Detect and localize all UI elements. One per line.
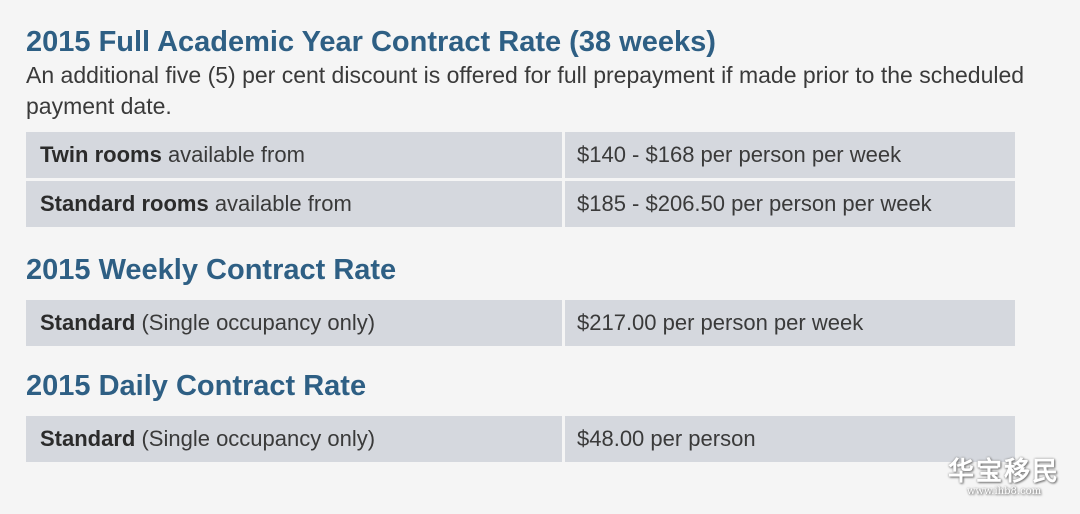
weekly-rate-table: Standard (Single occupancy only) $217.00… bbox=[26, 300, 1015, 349]
room-type-cell: Twin rooms available from bbox=[26, 132, 565, 181]
room-type-name: Standard bbox=[40, 310, 136, 335]
room-type-cell: Standard (Single occupancy only) bbox=[26, 300, 565, 349]
table-row: Standard rooms available from $185 - $20… bbox=[26, 181, 1015, 230]
watermark-logo: 华宝移民 www.ihb8.com bbox=[948, 458, 1060, 498]
watermark-text: 华宝移民 bbox=[947, 457, 1060, 487]
room-type-qualifier: available from bbox=[208, 191, 352, 216]
table-row: Standard (Single occupancy only) $217.00… bbox=[26, 300, 1015, 349]
price-cell: $140 - $168 per person per week bbox=[565, 132, 1015, 181]
room-type-name: Standard bbox=[40, 426, 136, 451]
room-type-cell: Standard rooms available from bbox=[26, 181, 565, 230]
room-type-name: Standard rooms bbox=[40, 191, 209, 216]
weekly-rate-heading: 2015 Weekly Contract Rate bbox=[26, 254, 397, 286]
full-year-rate-table: Twin rooms available from $140 - $168 pe… bbox=[26, 132, 1015, 230]
room-type-qualifier: available from bbox=[161, 142, 305, 167]
daily-rate-table: Standard (Single occupancy only) $48.00 … bbox=[26, 416, 1015, 465]
room-type-cell: Standard (Single occupancy only) bbox=[26, 416, 565, 465]
price-cell: $48.00 per person bbox=[565, 416, 1015, 465]
prepayment-discount-note: An additional five (5) per cent discount… bbox=[26, 62, 1025, 119]
watermark-url: www.ihb8.com bbox=[966, 486, 1042, 497]
room-type-qualifier: (Single occupancy only) bbox=[135, 310, 376, 335]
room-type-qualifier: (Single occupancy only) bbox=[135, 426, 376, 451]
table-row: Standard (Single occupancy only) $48.00 … bbox=[26, 416, 1015, 465]
price-cell: $217.00 per person per week bbox=[565, 300, 1015, 349]
room-type-name: Twin rooms bbox=[40, 142, 162, 167]
daily-rate-heading: 2015 Daily Contract Rate bbox=[26, 370, 367, 402]
price-cell: $185 - $206.50 per person per week bbox=[565, 181, 1015, 230]
table-row: Twin rooms available from $140 - $168 pe… bbox=[26, 132, 1015, 181]
full-year-rate-heading: 2015 Full Academic Year Contract Rate (3… bbox=[26, 26, 716, 58]
